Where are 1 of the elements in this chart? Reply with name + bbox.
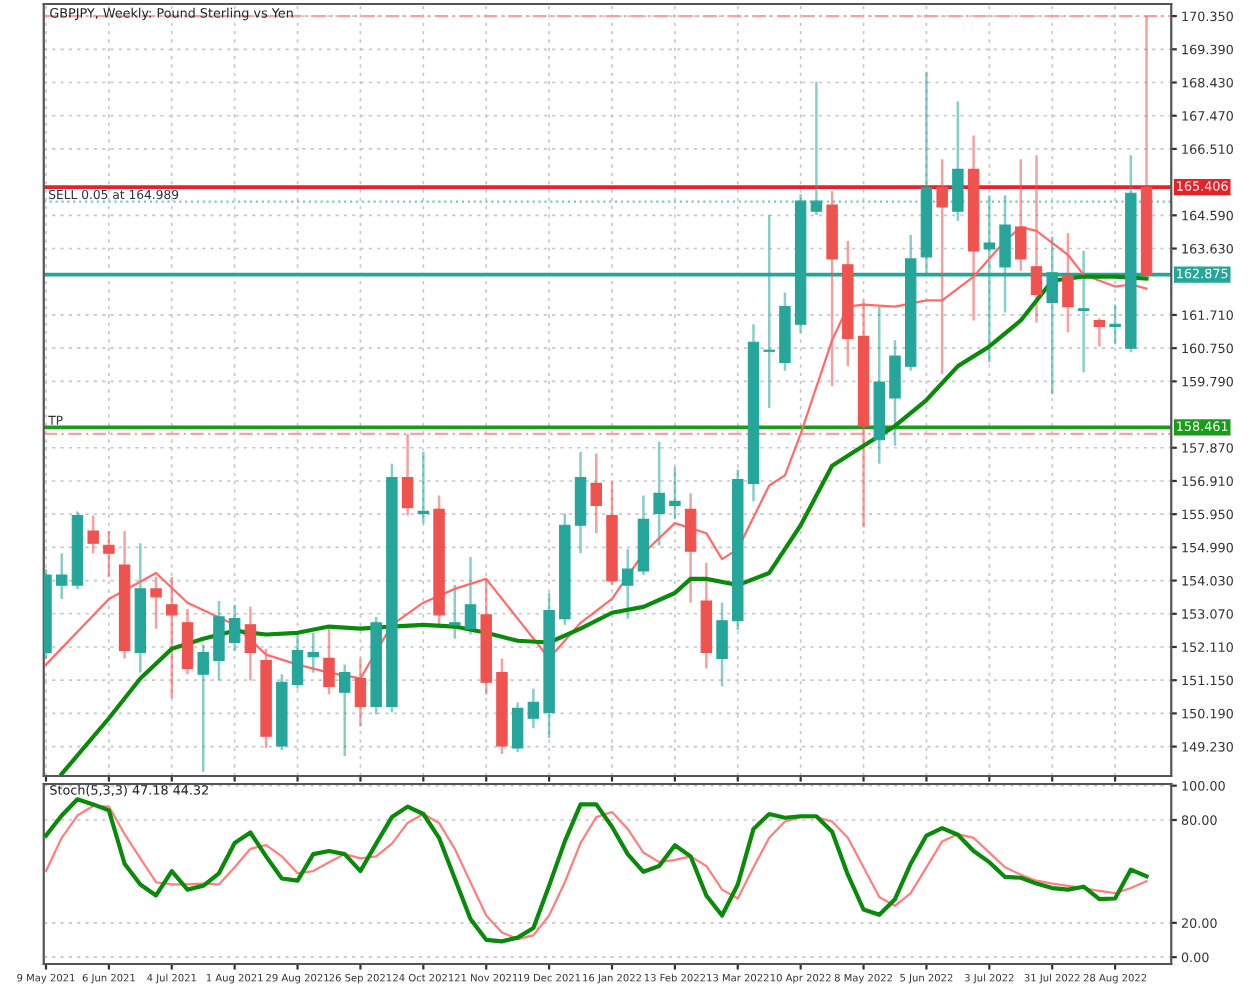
- line-series: [59, 274, 1149, 776]
